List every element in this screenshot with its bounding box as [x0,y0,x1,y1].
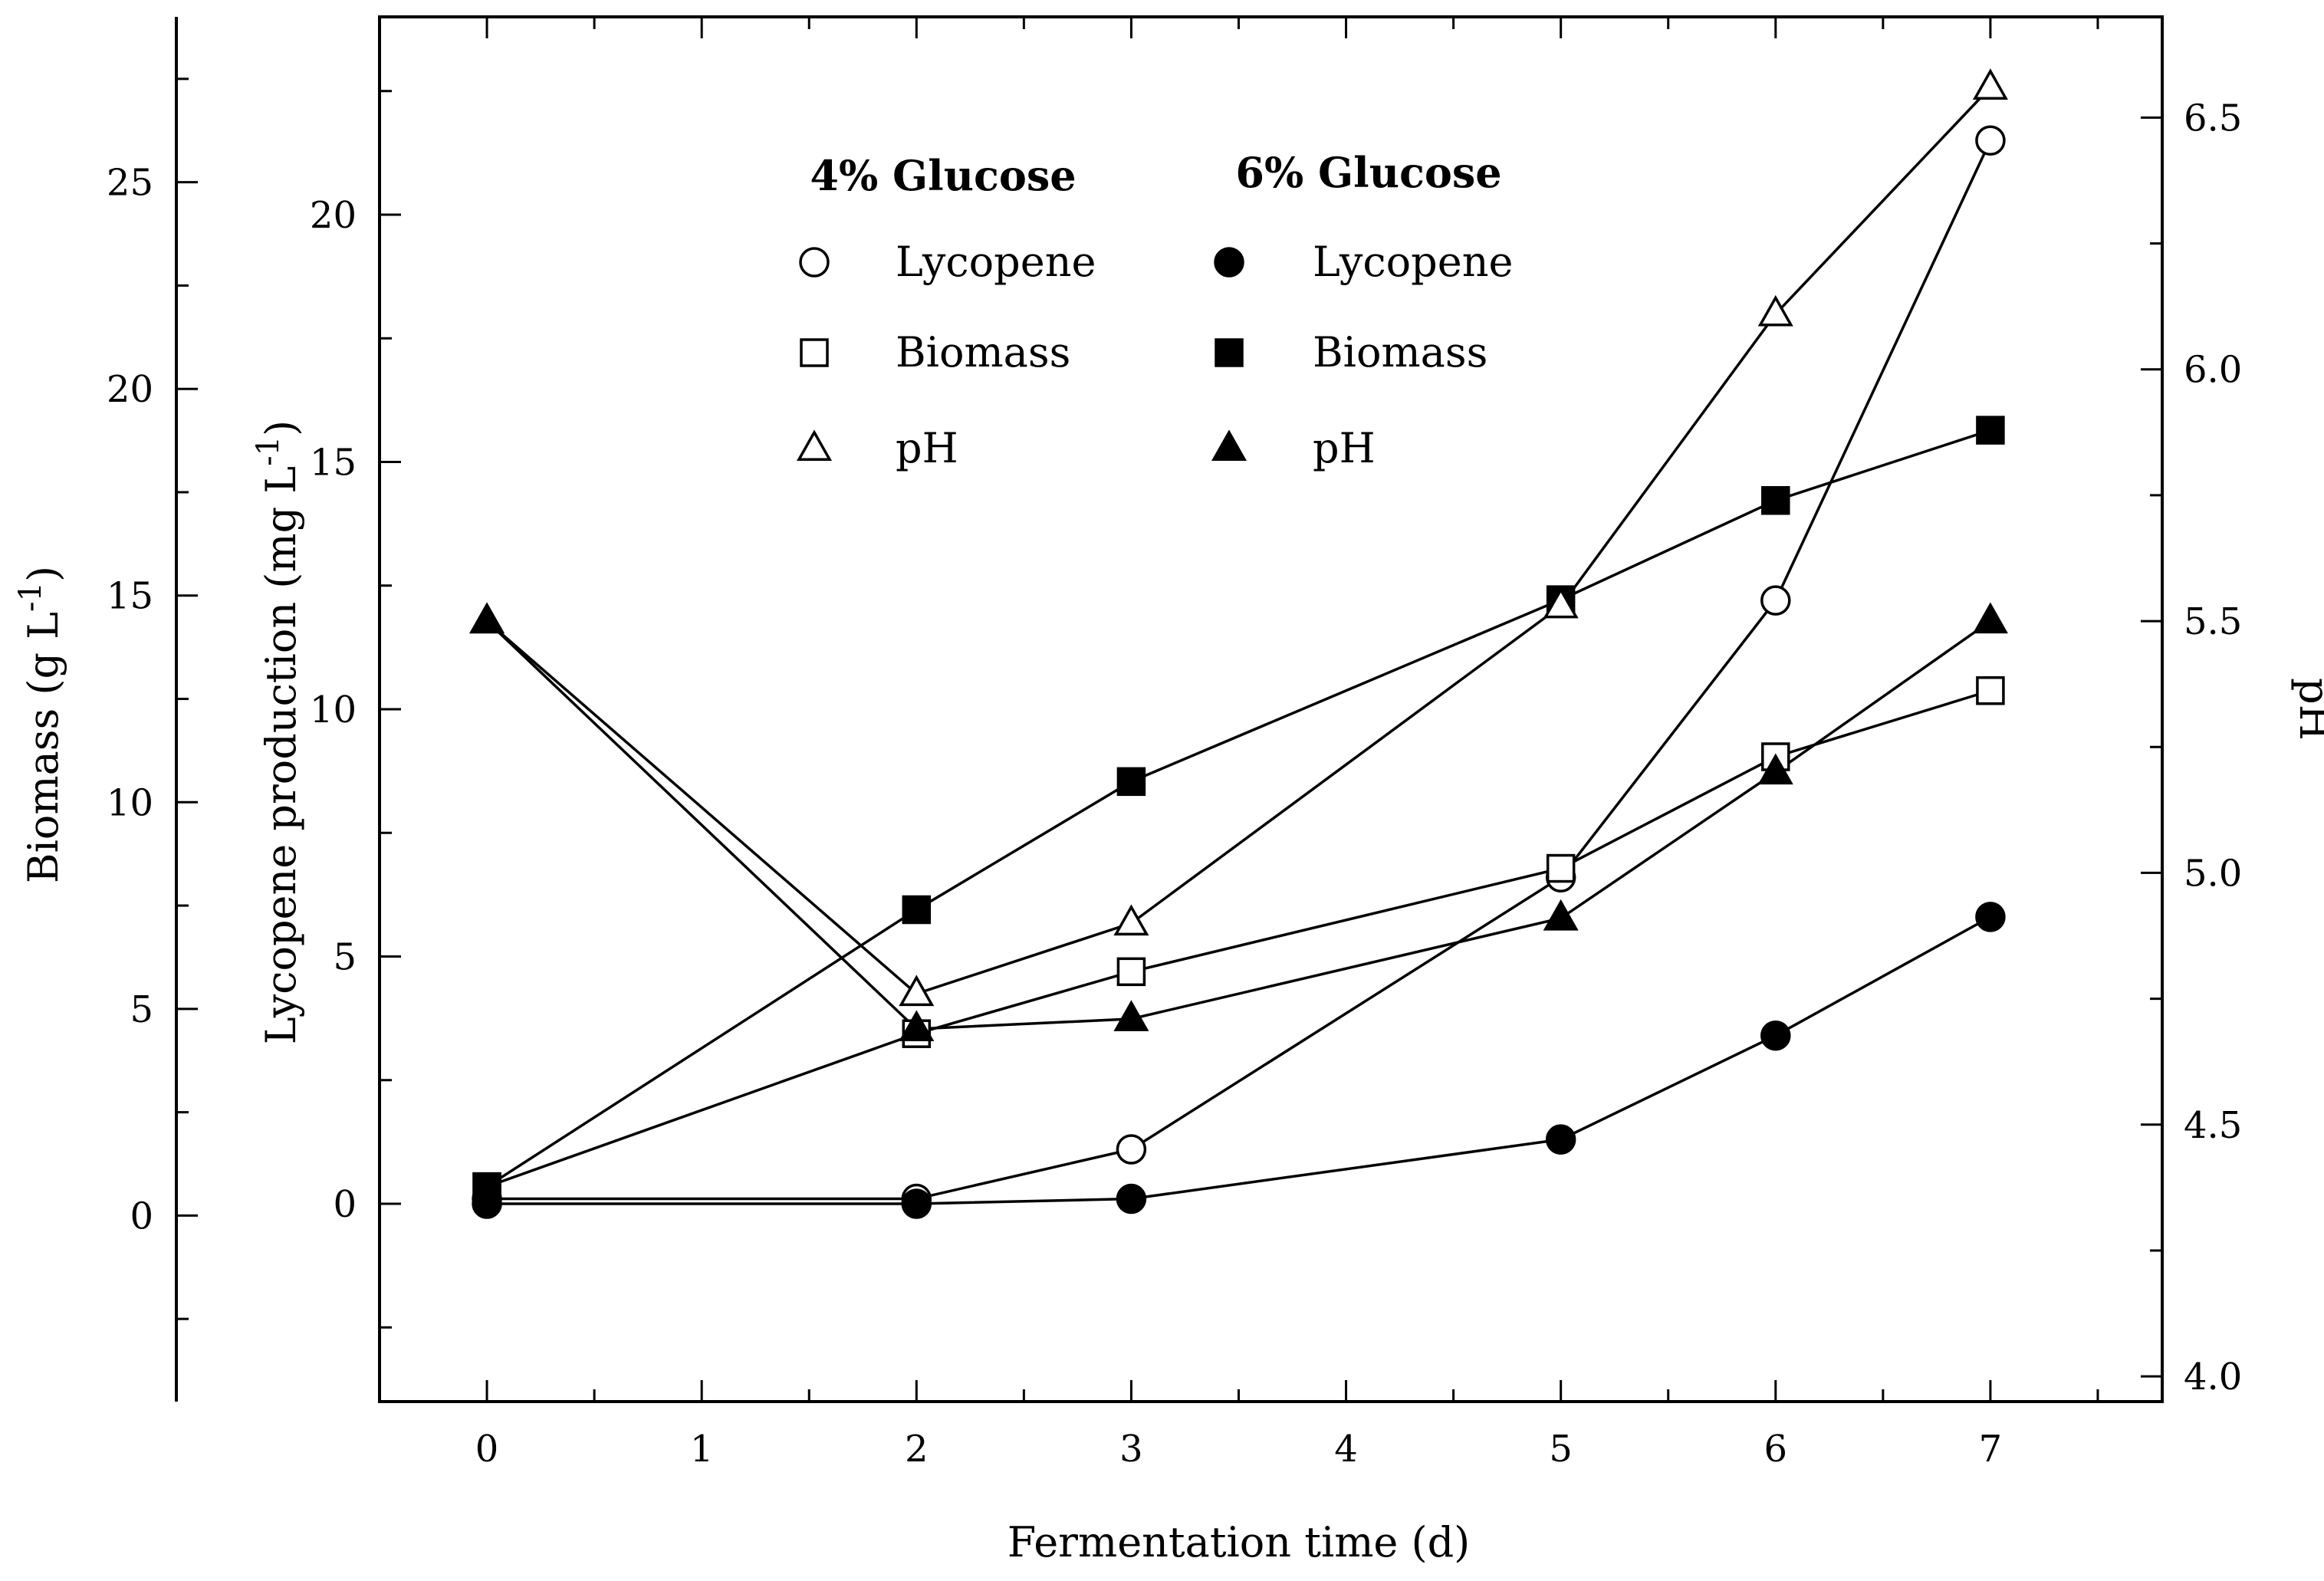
legend-marker-6-2 [1211,429,1247,462]
ph-axis-title: pH [2290,678,2324,741]
legend-header-6: 6% Glucose [1235,148,1501,197]
x-tick-label: 4 [1334,1428,1358,1471]
series-3-point [1116,767,1146,797]
ph-tick-label: 5.5 [2184,600,2242,643]
legend-marker-4-0 [799,247,830,278]
series-2-point [1976,675,2005,705]
biomass-tick-label: 15 [107,575,153,618]
series-2-point [1546,853,1576,883]
series-1-point [1116,1183,1147,1215]
legend-label-6-1: Biomass [1313,328,1487,376]
ph-tick-label: 4.5 [2184,1104,2242,1147]
ph-tick-label: 6.5 [2184,97,2242,140]
series-3-point [1761,486,1790,515]
lycopene-axis-title-main: Lycopene production (mg L [257,466,305,1044]
lycopene-axis-title-sup: -1 [251,436,286,466]
series-4-point [899,975,935,1007]
series-1-point [1975,902,2006,932]
biomass-tick-label: 10 [107,781,153,824]
biomass-axis-title-close: ) [19,566,67,582]
series-5-point [469,602,505,634]
series-0-point [1975,125,2006,156]
ph-tick-label: 4.0 [2184,1356,2242,1399]
series-line-0 [487,140,1992,1201]
x-tick-label: 5 [1549,1428,1573,1471]
x-tick-label: 3 [1119,1428,1143,1471]
x-tick-label: 7 [1979,1428,2003,1471]
plot-frame [378,15,2164,1403]
lycopene-tick-label: 15 [310,442,357,485]
series-1-point [901,1188,932,1219]
biomass-tick-label: 5 [130,988,153,1031]
x-tick-label: 2 [905,1428,929,1471]
series-line-3 [486,429,1991,1188]
ph-tick-label: 6.0 [2184,349,2242,392]
series-1-point [1760,1020,1791,1051]
x-tick-label: 0 [475,1428,499,1471]
series-5-point [899,1010,935,1042]
legend-label-4-1: Biomass [896,328,1070,376]
series-0-point [1760,585,1791,616]
series-line-5 [485,620,1991,1030]
x-tick-label: 6 [1764,1428,1788,1471]
legend-label-4-0: Lycopene [896,238,1096,286]
lycopene-axis-title: Lycopene production (mg L-1) [251,420,305,1044]
series-line-1 [487,915,1991,1205]
series-3-point [902,895,932,925]
series-4-point [1972,68,2008,100]
lycopene-tick-label: 5 [333,936,357,979]
series-0-point [1116,1134,1147,1165]
x-tick-label: 1 [690,1428,714,1471]
legend-header-4: 4% Glucose [810,151,1076,200]
biomass-axis-title-main: Biomass (g L [19,612,67,883]
series-2-point [1116,957,1146,987]
series-5-point [1757,753,1793,785]
biomass-tick-label: 25 [107,162,153,205]
series-3-point [472,1172,501,1201]
legend-label-6-0: Lycopene [1313,238,1513,286]
legend-label-6-2: pH [1313,424,1376,472]
lycopene-axis-title-close: ) [257,420,305,436]
biomass-axis-title-sup: -1 [13,582,48,612]
series-3-point [1976,416,2005,445]
legend-label-4-2: pH [896,424,958,472]
biomass-tick-label: 20 [107,368,153,411]
biomass-axis-title: Biomass (g L-1) [13,566,67,883]
lycopene-tick-label: 10 [310,689,357,731]
series-5-point [1972,602,2008,634]
series-5-point [1543,899,1579,931]
lycopene-tick-label: 20 [310,194,357,237]
series-4-point [1543,587,1579,619]
legend-marker-6-0 [1214,247,1244,278]
series-1-point [1545,1124,1576,1155]
series-4-point [1757,294,1793,327]
legend-marker-6-1 [1215,338,1244,367]
series-4-point [1113,904,1149,936]
series-line-4 [485,86,1992,996]
x-axis-title: Fermentation time (d) [1008,1518,1471,1566]
series-5-point [1113,1000,1149,1031]
biomass-tick-label: 0 [130,1195,153,1238]
legend-marker-4-1 [800,338,829,367]
legend-marker-4-2 [796,429,833,462]
lycopene-tick-label: 0 [333,1183,357,1226]
ph-tick-label: 5.0 [2184,852,2242,895]
